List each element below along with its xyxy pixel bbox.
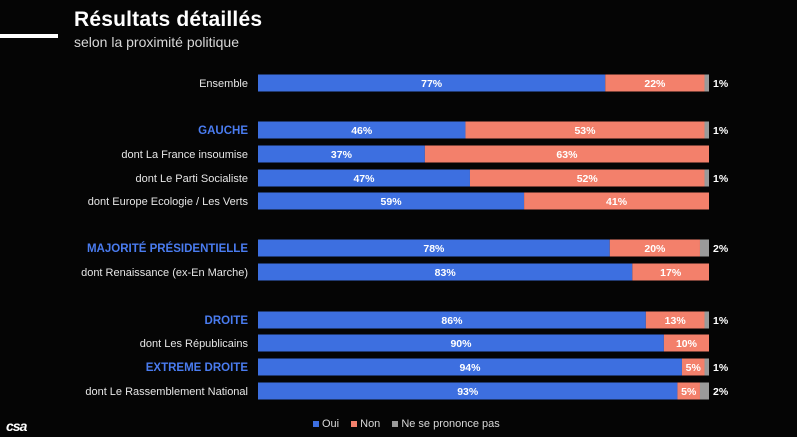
data-label-oui: 94% — [459, 362, 481, 374]
bar-non — [681, 358, 705, 376]
bar-oui — [258, 334, 664, 352]
category-label: dont Europe Ecologie / Les Verts — [88, 196, 249, 208]
data-label-non: 13% — [665, 315, 687, 327]
data-label-non: 17% — [660, 267, 682, 279]
bar-oui — [258, 121, 466, 139]
data-label-non: 5% — [686, 362, 702, 374]
csa-logo: csa — [6, 418, 27, 434]
bar-oui — [258, 263, 633, 281]
data-label-non: 22% — [644, 78, 666, 90]
data-label-nsp: 1% — [713, 125, 729, 137]
data-label-oui: 46% — [351, 125, 373, 137]
title-accent-rule — [0, 34, 58, 38]
category-label: EXTREME DROITE — [146, 362, 249, 374]
bar-non — [469, 169, 705, 187]
legend-label-oui: Oui — [322, 418, 340, 430]
legend-swatch-oui — [313, 421, 319, 427]
data-label-nsp: 1% — [713, 78, 729, 90]
data-label-nsp: 1% — [713, 315, 729, 327]
data-label-oui: 59% — [381, 196, 403, 208]
bar-nsp — [704, 121, 709, 139]
legend-label-non: Non — [360, 418, 381, 430]
data-label-nsp: 2% — [713, 243, 729, 255]
data-label-oui: 93% — [457, 386, 479, 398]
category-label: dont La France insoumise — [121, 149, 248, 161]
legend-item-oui: Oui — [313, 418, 339, 430]
bar-non — [632, 263, 709, 281]
data-label-nsp: 2% — [713, 386, 729, 398]
bar-non — [645, 311, 705, 329]
bar-oui — [258, 382, 678, 400]
page-subtitle: selon la proximité politique — [74, 34, 239, 50]
data-label-non: 20% — [644, 243, 666, 255]
category-label: dont Le Rassemblement National — [85, 386, 248, 398]
bar-oui — [258, 311, 646, 329]
data-label-non: 63% — [556, 149, 578, 161]
bar-nsp — [699, 382, 709, 400]
data-label-oui: 78% — [423, 243, 445, 255]
bar-non — [609, 239, 700, 257]
bar-nsp — [704, 74, 709, 92]
data-label-nsp: 1% — [713, 173, 729, 185]
bar-oui — [258, 74, 606, 92]
bar-non — [465, 121, 705, 139]
category-label: MAJORITÉ PRÉSIDENTIELLE — [87, 242, 248, 255]
legend-item-non: Non — [351, 418, 380, 430]
data-label-non: 52% — [577, 173, 599, 185]
category-label: dont Renaissance (ex-En Marche) — [81, 267, 248, 279]
bar-nsp — [704, 169, 709, 187]
legend-swatch-nsp — [392, 421, 399, 427]
category-label: dont Le Parti Socialiste — [135, 173, 248, 185]
data-label-oui: 77% — [421, 78, 443, 90]
bar-non — [605, 74, 705, 92]
bar-non — [677, 382, 700, 400]
data-label-oui: 86% — [441, 315, 463, 327]
data-label-non: 5% — [681, 386, 697, 398]
bar-oui — [258, 239, 610, 257]
category-label: dont Les Républicains — [140, 338, 249, 350]
bar-nsp — [704, 311, 709, 329]
bar-nsp — [699, 239, 709, 257]
bar-non — [524, 192, 709, 210]
legend-swatch-non — [351, 421, 358, 427]
data-label-oui: 90% — [450, 338, 472, 350]
data-label-non: 41% — [606, 196, 628, 208]
bar-oui — [258, 192, 525, 210]
data-label-nsp: 1% — [713, 362, 729, 374]
legend-item-nsp: Ne se prononce pas — [392, 418, 500, 430]
legend-label-nsp: Ne se prononce pas — [401, 418, 500, 430]
page-title: Résultats détaillés — [74, 8, 263, 31]
category-label: Ensemble — [199, 78, 248, 90]
category-label: DROITE — [205, 315, 249, 327]
bar-non — [663, 334, 709, 352]
data-label-non: 53% — [574, 125, 596, 137]
bar-nsp — [704, 358, 709, 376]
data-label-oui: 83% — [435, 267, 457, 279]
bar-oui — [258, 145, 425, 163]
bar-oui — [258, 169, 470, 187]
data-label-oui: 47% — [353, 173, 375, 185]
chart-legend: Oui Non Ne se prononce pas — [313, 418, 500, 430]
bar-oui — [258, 358, 682, 376]
category-label: GAUCHE — [198, 125, 248, 137]
bar-non — [424, 145, 709, 163]
data-label-non: 10% — [676, 338, 698, 350]
data-label-oui: 37% — [331, 149, 353, 161]
